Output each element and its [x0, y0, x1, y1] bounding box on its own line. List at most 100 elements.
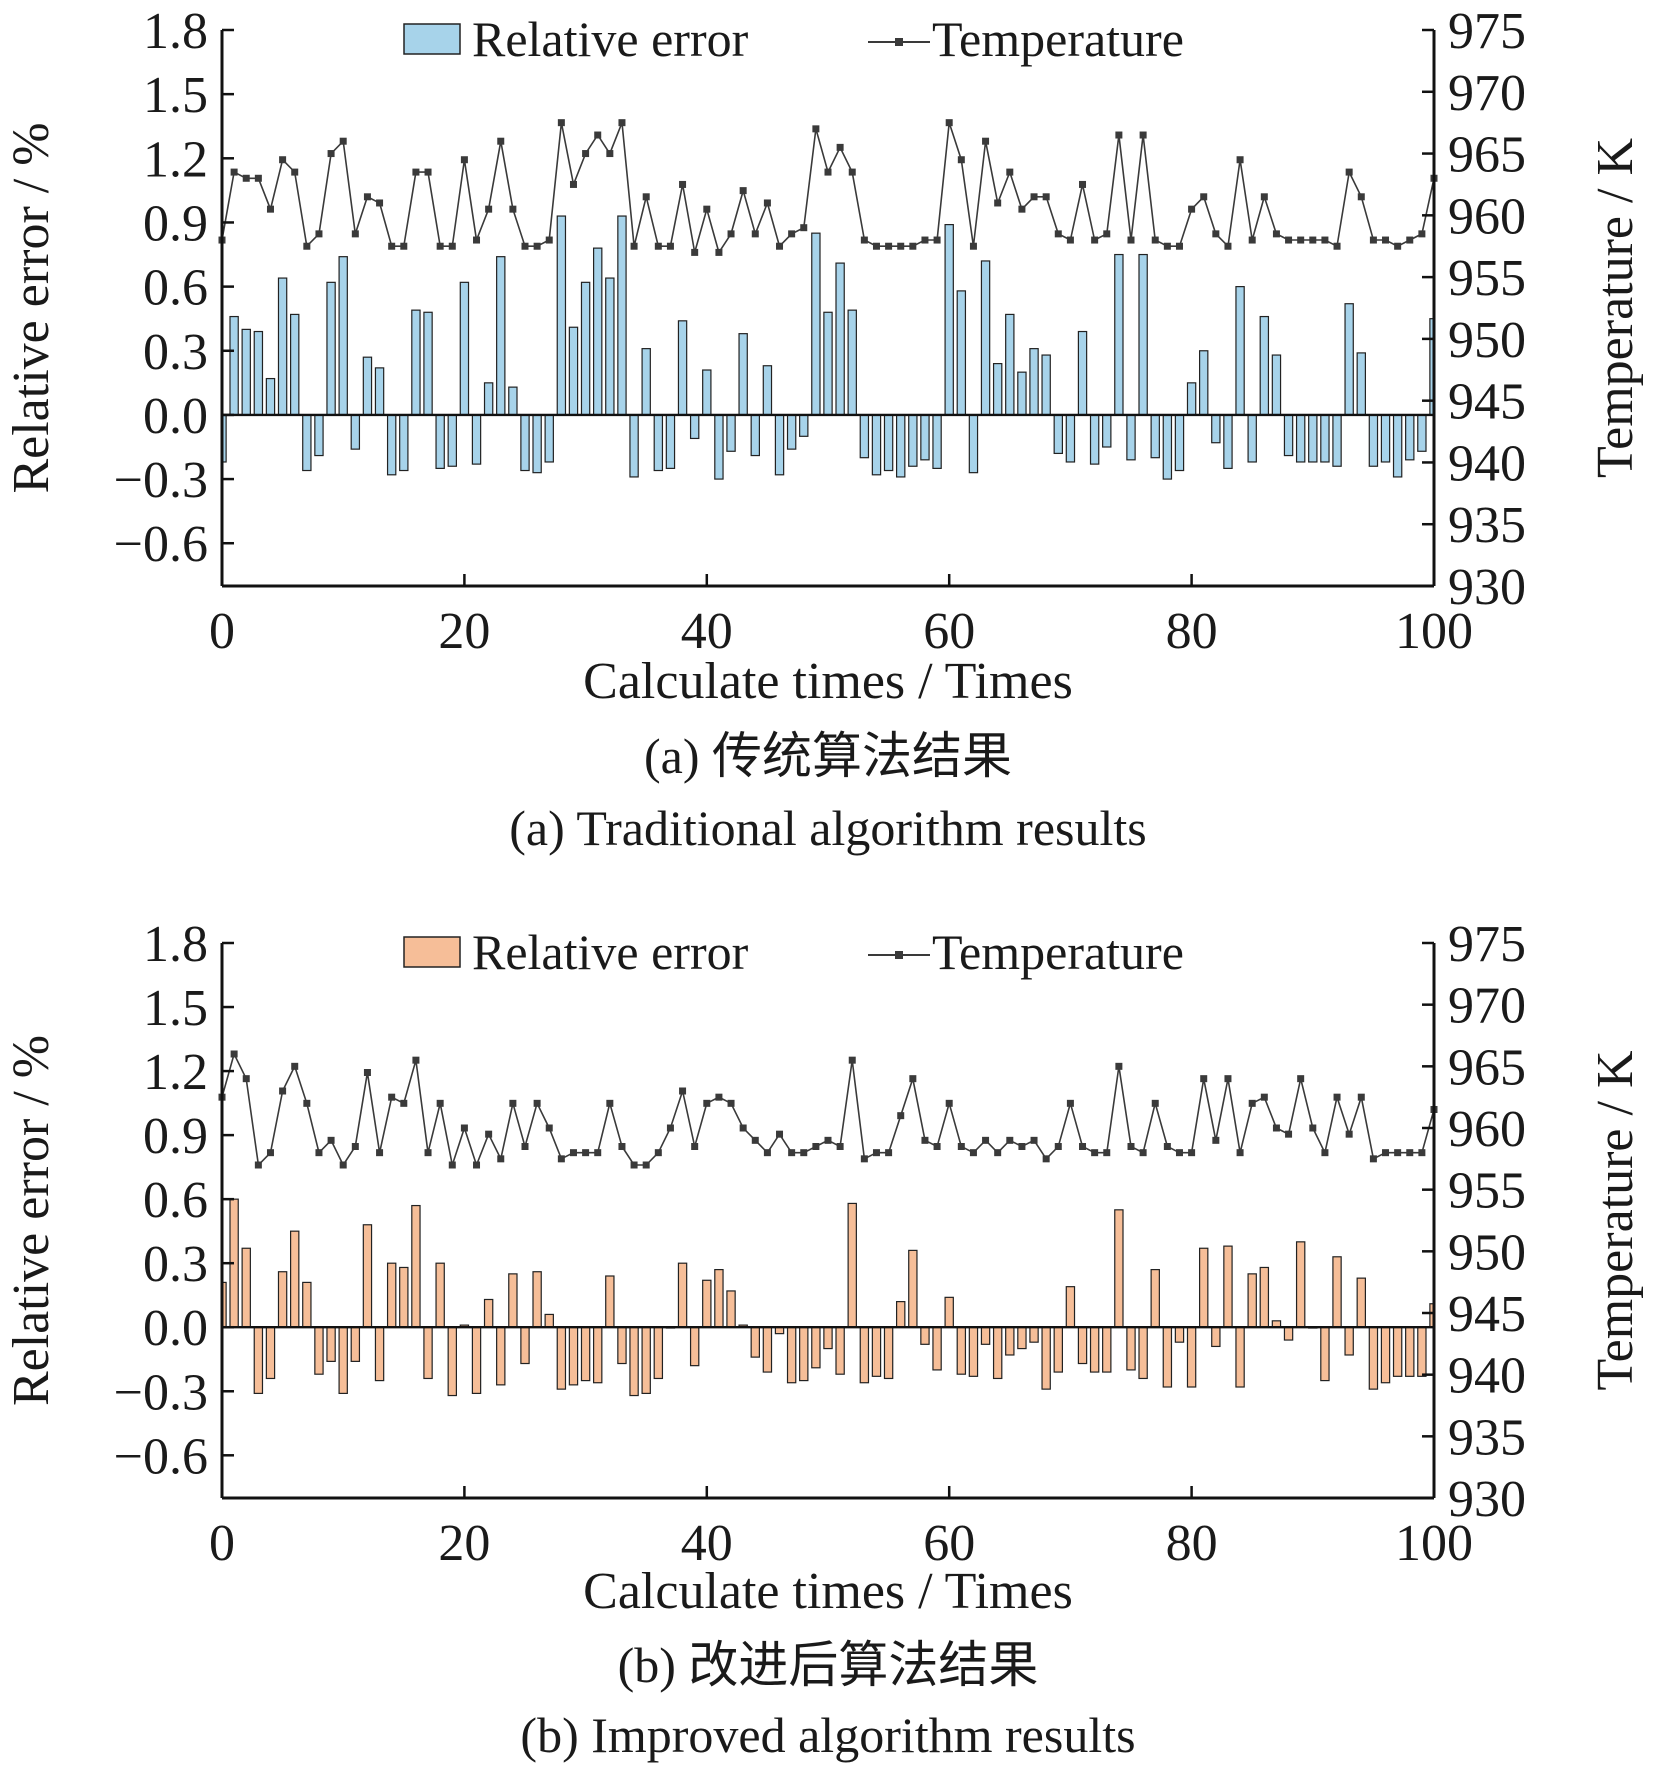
legend-label-error: Relative error — [472, 11, 749, 67]
y-tick-label: −0.6 — [114, 1428, 208, 1485]
temperature-point — [727, 1099, 735, 1107]
y2-tick-label: 965 — [1448, 1039, 1526, 1096]
error-bar — [399, 1266, 409, 1328]
temperature-point — [982, 137, 990, 145]
error-bar — [1174, 1326, 1185, 1343]
temperature-point — [242, 1075, 250, 1083]
error-bar — [908, 1249, 918, 1328]
error-bar — [859, 1326, 870, 1384]
temperature-point — [1357, 193, 1365, 201]
temperature-point — [545, 1124, 553, 1132]
error-bar — [314, 1326, 324, 1375]
error-bar — [1259, 315, 1270, 416]
error-bar — [605, 1275, 615, 1328]
temperature-point — [1369, 236, 1377, 244]
y-tick-label: 0.6 — [143, 1172, 208, 1229]
error-bar — [508, 386, 518, 416]
error-bar — [968, 414, 979, 474]
temperature-point — [739, 187, 747, 195]
y-tick-label: 0.3 — [143, 324, 208, 381]
temperature-point — [424, 168, 432, 176]
y2-tick-label: 970 — [1448, 978, 1526, 1035]
temperature-point — [448, 242, 456, 250]
error-bar — [1392, 1326, 1403, 1377]
temperature-point — [303, 1099, 311, 1107]
temperature-point — [800, 224, 808, 232]
error-bar — [1223, 1245, 1233, 1328]
x-tick-label: 0 — [209, 1515, 235, 1572]
y-tick-label: 1.8 — [143, 916, 208, 973]
error-bar — [374, 367, 385, 416]
error-bar — [1077, 330, 1088, 416]
temperature-point — [1272, 230, 1280, 238]
temperature-point — [315, 230, 323, 238]
temperature-point — [1406, 236, 1414, 244]
temperature-point — [279, 156, 287, 164]
error-bar — [1126, 414, 1136, 461]
temperature-point — [1224, 242, 1232, 250]
temperature-point — [1406, 1149, 1414, 1157]
error-bar — [641, 1326, 651, 1395]
error-bar — [1211, 414, 1221, 444]
temperature-point — [1079, 180, 1087, 188]
y2-axis-label: Temperature / K — [1587, 138, 1644, 478]
temperature-point — [812, 1143, 820, 1150]
temperature-point — [1091, 1149, 1099, 1157]
error-bar — [799, 414, 809, 437]
error-bar — [811, 232, 821, 416]
error-bar — [1198, 1247, 1209, 1328]
temperature-point — [897, 1112, 905, 1120]
y2-tick-label: 930 — [1448, 1471, 1526, 1528]
error-bar — [253, 1326, 264, 1395]
temperature-point — [1248, 1099, 1256, 1107]
temperature-point — [1200, 193, 1208, 201]
error-bar — [871, 1326, 882, 1377]
error-bar — [1102, 414, 1112, 448]
temperature-point — [921, 1136, 929, 1144]
error-bar — [241, 328, 251, 416]
error-bar — [786, 414, 797, 450]
error-bar — [1368, 1326, 1379, 1390]
error-bar — [1332, 414, 1342, 467]
temperature-point — [266, 205, 274, 213]
y2-tick-label: 960 — [1448, 1101, 1526, 1158]
error-bar — [471, 414, 482, 465]
y2-tick-label: 975 — [1448, 916, 1526, 973]
temperature-point — [1030, 193, 1038, 201]
temperature-point — [994, 199, 1002, 207]
error-bar — [859, 414, 870, 459]
temperature-point — [1115, 1062, 1123, 1070]
y-axis-label: Relative error / % — [3, 122, 60, 493]
temperature-point — [800, 1149, 808, 1157]
temperature-point — [376, 1149, 384, 1157]
temperature-point — [509, 205, 517, 213]
error-bar — [738, 333, 748, 416]
error-bar — [496, 1326, 506, 1386]
error-bar — [1380, 414, 1391, 463]
error-bar — [1368, 414, 1379, 467]
error-bar — [386, 414, 397, 476]
error-bar — [1053, 414, 1064, 455]
temperature-point — [909, 1075, 917, 1083]
temperature-point — [872, 1149, 880, 1157]
error-bar — [1186, 1326, 1197, 1388]
error-bar — [580, 281, 591, 416]
y2-tick-label: 955 — [1448, 250, 1526, 307]
temperature-point — [1139, 131, 1147, 139]
error-bar — [689, 414, 700, 440]
error-bar — [629, 414, 639, 478]
error-bar — [326, 1326, 336, 1362]
error-bar — [1308, 414, 1318, 463]
temperature-point — [339, 1161, 347, 1169]
temperature-point — [1309, 1124, 1317, 1132]
error-bar — [1017, 371, 1027, 416]
error-bar — [1041, 354, 1051, 416]
error-bar — [1162, 1326, 1173, 1388]
error-bar — [1295, 1241, 1306, 1328]
temperature-point — [473, 1161, 481, 1169]
error-bar — [326, 281, 336, 416]
temperature-point — [351, 230, 359, 238]
temperature-point — [666, 242, 674, 250]
error-bar — [835, 262, 845, 416]
error-bar — [556, 215, 567, 416]
